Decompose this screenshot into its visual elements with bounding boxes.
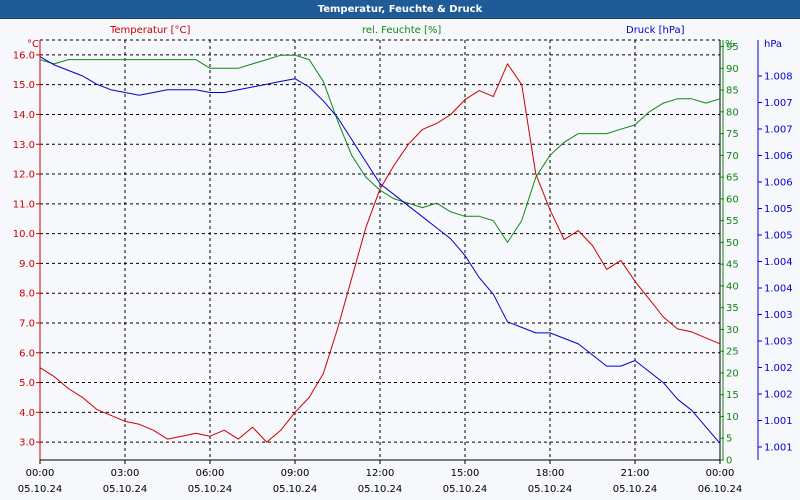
humidity-tick-label: 15 xyxy=(726,390,739,401)
humidity-tick-label: 20 xyxy=(726,368,739,379)
temperature-series-line xyxy=(39,63,721,443)
pressure-axis: 1.001 1.001 1.002 1.002 1.003 1.003 1.004 1.004… xyxy=(757,40,793,460)
humidity-tick-label: 10 xyxy=(726,412,739,423)
humidity-tick-label: 50 xyxy=(726,238,739,249)
pressure-axis-label: Druck [hPa] xyxy=(626,25,685,36)
humidity-tick-label: 90 xyxy=(726,64,739,75)
pressure-tick-label: 1.005 xyxy=(764,204,793,215)
temperature-tick-label: 3.0 xyxy=(19,438,35,449)
pressure-series-line xyxy=(39,56,721,444)
pressure-tick-label: 1.002 xyxy=(764,363,793,374)
temperature-tick-label: 6.0 xyxy=(19,348,35,359)
humidity-tick-label: 95 xyxy=(726,42,739,53)
humidity-tick-label: 80 xyxy=(726,107,739,118)
temperature-axis: 3.0 4.0 5.0 6.0 7.0 8.0 9.0 10.0 11.0 12.0 13.0 14.… xyxy=(13,50,40,449)
x-tick-time: 00:00 xyxy=(706,468,735,479)
x-tick-date: 05.10.24 xyxy=(358,484,403,495)
pressure-tick-label: 1.003 xyxy=(764,310,793,321)
pressure-tick-label: 1.001 xyxy=(764,416,793,427)
pressure-tick-label: 1.001 xyxy=(764,443,793,454)
temperature-tick-label: 4.0 xyxy=(19,408,35,419)
humidity-tick-label: 25 xyxy=(726,347,739,358)
time-axis: 00:00 05.10.24 03:00 05.10.24 06:00 05.10.24 0… xyxy=(18,460,743,495)
x-tick-time: 18:00 xyxy=(536,468,565,479)
grid xyxy=(40,40,720,460)
humidity-tick-label: 30 xyxy=(726,325,739,336)
temperature-tick-label: 7.0 xyxy=(19,318,35,329)
pressure-unit: hPa xyxy=(764,39,782,50)
pressure-tick-label: 1.005 xyxy=(764,231,793,242)
humidity-tick-label: 70 xyxy=(726,151,739,162)
x-tick-date: 05.10.24 xyxy=(18,484,63,495)
humidity-tick-label: 40 xyxy=(726,281,739,292)
humidity-tick-label: 75 xyxy=(726,129,739,140)
pressure-tick-label: 1.006 xyxy=(764,151,793,162)
temperature-tick-label: 16.0 xyxy=(13,50,35,61)
humidity-tick-label: 0 xyxy=(726,456,732,467)
x-tick-date: 05.10.24 xyxy=(443,484,488,495)
temperature-tick-label: 11.0 xyxy=(13,199,35,210)
humidity-tick-label: 5 xyxy=(726,434,732,445)
temperature-tick-label: 10.0 xyxy=(13,229,35,240)
x-tick-time: 15:00 xyxy=(451,468,480,479)
humidity-axis-label: rel. Feuchte [%] xyxy=(362,25,441,36)
humidity-unit: % xyxy=(725,39,735,50)
pressure-tick-label: 1.003 xyxy=(764,337,793,348)
temperature-tick-label: 15.0 xyxy=(13,80,35,91)
pressure-tick-label: 1.002 xyxy=(764,390,793,401)
humidity-tick-label: 85 xyxy=(726,86,739,97)
pressure-tick-label: 1.004 xyxy=(764,257,793,268)
humidity-tick-label: 35 xyxy=(726,303,739,314)
x-tick-date: 05.10.24 xyxy=(188,484,233,495)
x-tick-date: 06.10.24 xyxy=(698,484,743,495)
humidity-tick-label: 60 xyxy=(726,194,739,205)
x-tick-time: 00:00 xyxy=(26,468,55,479)
x-tick-time: 21:00 xyxy=(621,468,650,479)
pressure-tick-label: 1.008 xyxy=(764,72,793,83)
humidity-series-line xyxy=(39,54,721,243)
humidity-tick-label: 55 xyxy=(726,216,739,227)
x-tick-date: 05.10.24 xyxy=(528,484,573,495)
x-tick-time: 12:00 xyxy=(366,468,395,479)
series-lines xyxy=(39,54,721,444)
pressure-tick-label: 1.006 xyxy=(764,178,793,189)
x-tick-date: 05.10.24 xyxy=(613,484,658,495)
temperature-tick-label: 14.0 xyxy=(13,110,35,121)
pressure-tick-label: 1.004 xyxy=(764,284,793,295)
x-tick-time: 03:00 xyxy=(111,468,140,479)
temperature-tick-label: 12.0 xyxy=(13,170,35,181)
temperature-unit: °C xyxy=(27,39,39,50)
pressure-tick-label: 1.007 xyxy=(764,125,793,136)
x-tick-time: 06:00 xyxy=(196,468,225,479)
x-tick-date: 05.10.24 xyxy=(273,484,318,495)
temperature-tick-label: 8.0 xyxy=(19,289,35,300)
temperature-tick-label: 9.0 xyxy=(19,259,35,270)
humidity-axis: 0 5 10 15 20 25 30 35 40 45 50 55 60 65 70 75 80 85 90 95 xyxy=(720,40,739,467)
x-tick-time: 09:00 xyxy=(281,468,310,479)
temperature-tick-label: 5.0 xyxy=(19,378,35,389)
pressure-tick-label: 1.007 xyxy=(764,98,793,109)
window-title: Temperatur, Feuchte & Druck xyxy=(0,0,800,19)
x-tick-date: 05.10.24 xyxy=(103,484,148,495)
temperature-tick-label: 13.0 xyxy=(13,140,35,151)
temperature-axis-label: Temperatur [°C] xyxy=(109,25,190,36)
humidity-tick-label: 45 xyxy=(726,260,739,271)
humidity-tick-label: 65 xyxy=(726,173,739,184)
